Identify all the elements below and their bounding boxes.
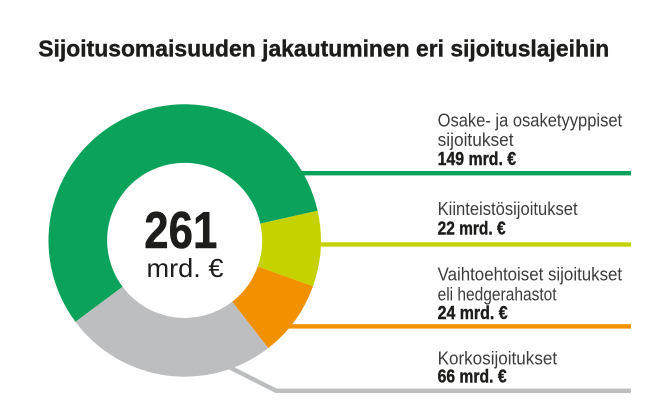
svg-text:66 mrd. €: 66 mrd. € bbox=[438, 367, 507, 387]
svg-text:Korkosijoitukset: Korkosijoitukset bbox=[438, 349, 557, 369]
svg-text:Osake- ja osaketyyppiset: Osake- ja osaketyyppiset bbox=[438, 111, 622, 131]
svg-text:Kiinteistösijoitukset: Kiinteistösijoitukset bbox=[438, 199, 578, 219]
svg-text:24 mrd. €: 24 mrd. € bbox=[438, 303, 508, 323]
svg-text:mrd. €: mrd. € bbox=[147, 253, 225, 283]
svg-text:261: 261 bbox=[144, 201, 217, 259]
svg-text:sijoitukset: sijoitukset bbox=[438, 130, 514, 150]
svg-text:eli hedgerahastot: eli hedgerahastot bbox=[438, 284, 557, 304]
svg-text:Sijoitusomaisuuden jakautumine: Sijoitusomaisuuden jakautuminen eri sijo… bbox=[38, 35, 609, 61]
svg-text:149 mrd. €: 149 mrd. € bbox=[438, 149, 516, 169]
svg-text:22 mrd. €: 22 mrd. € bbox=[438, 219, 506, 239]
svg-text:Vaihtoehtoiset sijoitukset: Vaihtoehtoiset sijoitukset bbox=[438, 264, 622, 284]
